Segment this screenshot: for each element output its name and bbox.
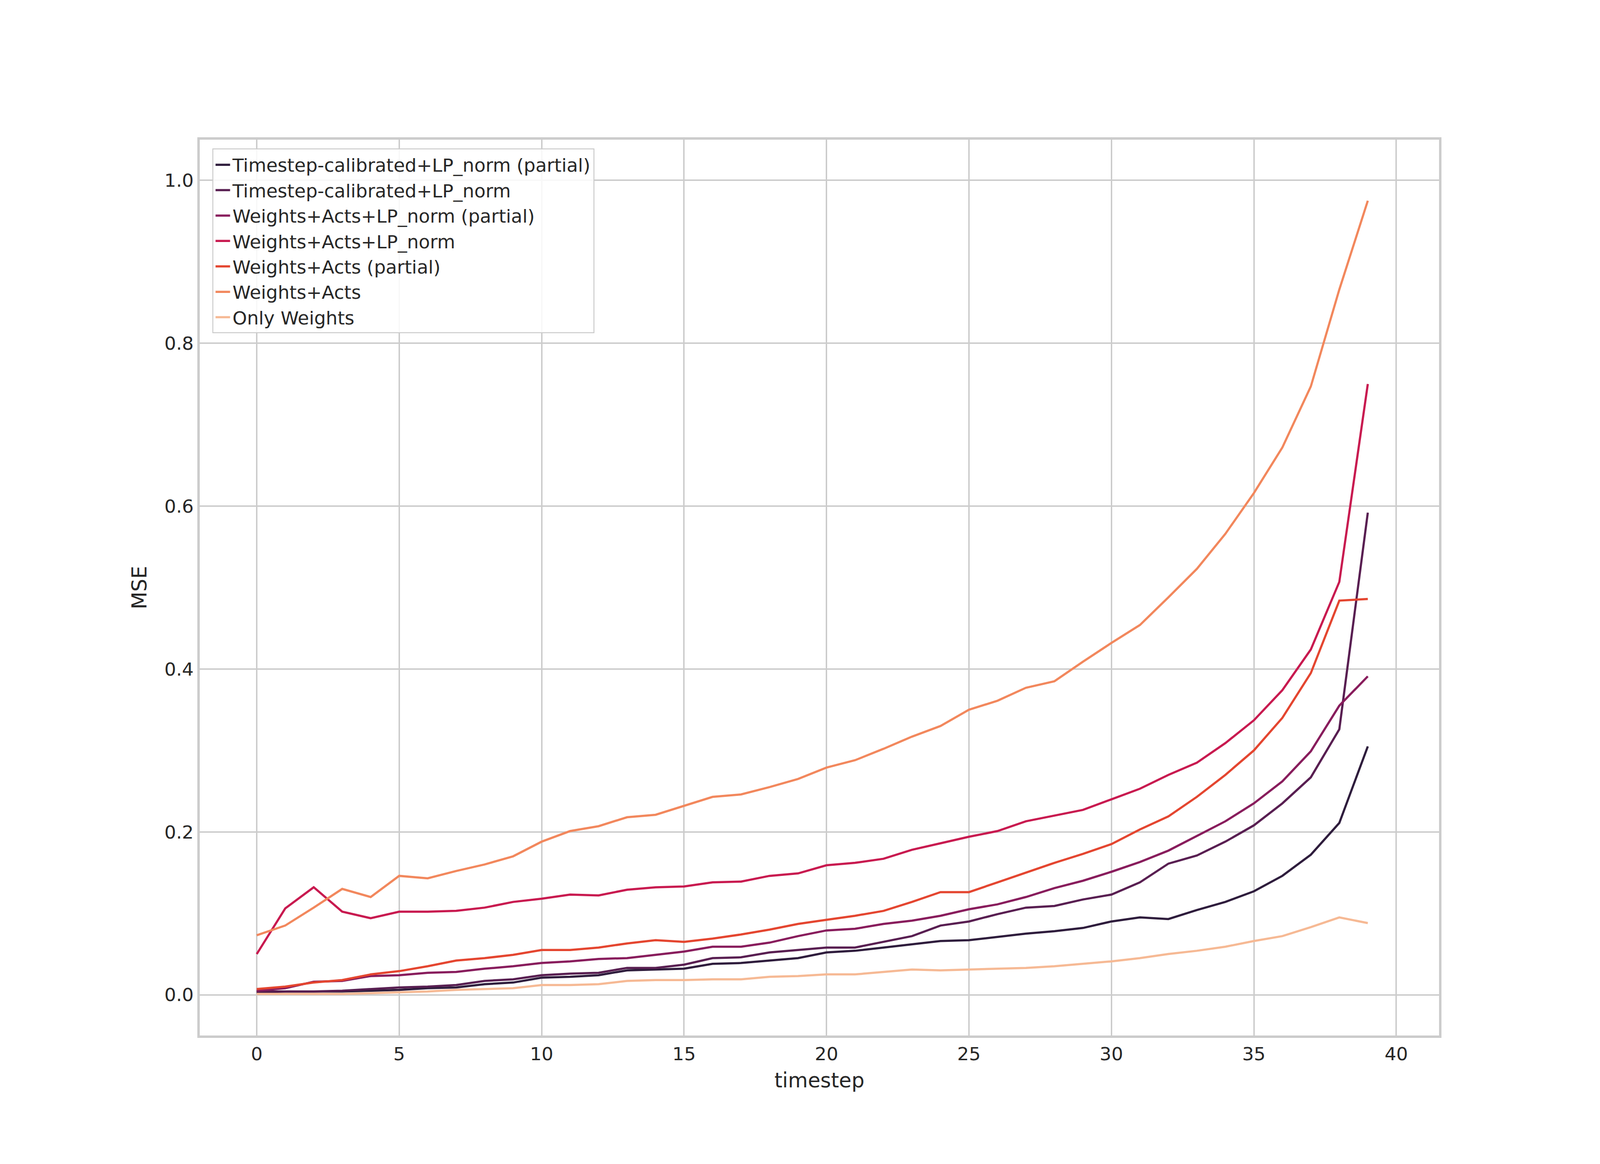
svg-text:15: 15 — [672, 1042, 696, 1065]
svg-text:Timestep-calibrated+LP_norm: Timestep-calibrated+LP_norm — [232, 180, 512, 202]
svg-text:5: 5 — [393, 1042, 405, 1065]
svg-text:Timestep-calibrated+LP_norm (p: Timestep-calibrated+LP_norm (partial) — [232, 154, 591, 176]
svg-text:MSE: MSE — [127, 565, 152, 609]
svg-text:25: 25 — [957, 1042, 981, 1065]
svg-text:Weights+Acts+LP_norm: Weights+Acts+LP_norm — [232, 231, 456, 253]
svg-text:40: 40 — [1384, 1042, 1408, 1065]
svg-text:0.2: 0.2 — [164, 821, 194, 843]
svg-text:0.0: 0.0 — [164, 983, 194, 1006]
svg-text:0.8: 0.8 — [164, 332, 194, 354]
svg-text:0: 0 — [250, 1042, 263, 1065]
svg-text:Weights+Acts: Weights+Acts — [232, 281, 362, 304]
svg-text:Weights+Acts+LP_norm (partial): Weights+Acts+LP_norm (partial) — [232, 205, 535, 227]
svg-text:0.4: 0.4 — [164, 658, 194, 680]
svg-text:10: 10 — [529, 1042, 554, 1065]
svg-text:Only Weights: Only Weights — [232, 307, 355, 329]
svg-text:0.6: 0.6 — [164, 495, 194, 517]
svg-text:1.0: 1.0 — [164, 169, 194, 192]
svg-text:Weights+Acts (partial): Weights+Acts (partial) — [232, 256, 441, 278]
svg-text:timestep: timestep — [774, 1068, 865, 1092]
svg-text:20: 20 — [815, 1042, 839, 1065]
svg-text:35: 35 — [1242, 1042, 1266, 1065]
svg-text:30: 30 — [1099, 1042, 1123, 1065]
